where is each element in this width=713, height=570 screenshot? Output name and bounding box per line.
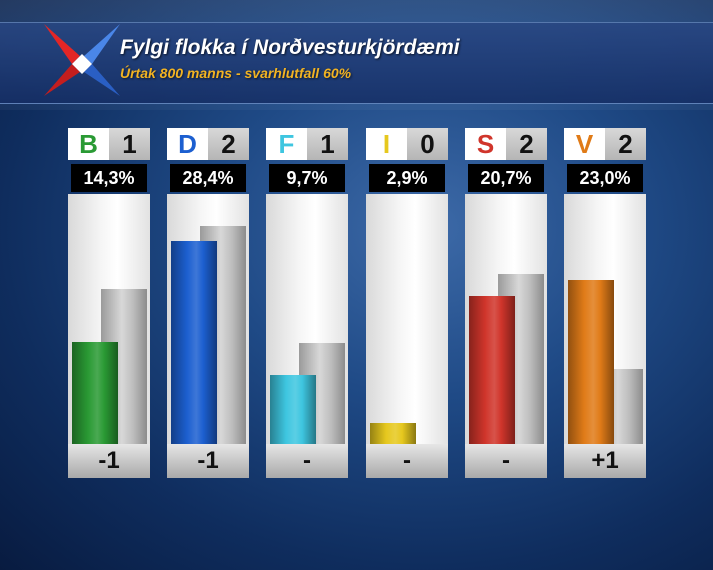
party-column-f: F 1 9,7% - (266, 128, 348, 478)
current-result-bar (270, 375, 316, 444)
party-column-i: I 0 2,9% - (366, 128, 448, 478)
seat-change-label: -1 (167, 444, 249, 478)
party-percent-label: 2,9% (369, 164, 445, 192)
seat-change-label: +1 (564, 444, 646, 478)
party-seats: 2 (605, 128, 646, 160)
party-percent-label: 9,7% (269, 164, 345, 192)
bar-panel (266, 194, 348, 444)
seat-change-label: -1 (68, 444, 150, 478)
party-seats: 1 (307, 128, 348, 160)
party-letter: V (575, 129, 594, 159)
party-letter: D (178, 129, 197, 159)
chart-subtitle: Úrtak 800 manns - svarhlutfall 60% (120, 65, 352, 81)
party-letter: F (278, 129, 295, 159)
current-result-bar (568, 280, 614, 444)
party-seats: 1 (109, 128, 150, 160)
current-result-bar (72, 342, 118, 444)
current-result-bar (370, 423, 416, 444)
party-seats: 2 (208, 128, 249, 160)
party-letter: S (476, 129, 495, 159)
party-column-b: B 1 14,3% -1 (68, 128, 150, 478)
party-seats: 0 (407, 128, 448, 160)
party-column-s: S 2 20,7% - (465, 128, 547, 478)
bar-panel (564, 194, 646, 444)
party-letter: B (79, 129, 98, 159)
chart-title: Fylgi flokka í Norðvesturkjördæmi (120, 36, 460, 59)
current-result-bar (469, 296, 515, 444)
bar-panel (465, 194, 547, 444)
seat-change-label: - (366, 444, 448, 478)
party-percent-label: 28,4% (170, 164, 246, 192)
seat-change-label: - (465, 444, 547, 478)
party-percent-label: 23,0% (567, 164, 643, 192)
logo-x-icon (44, 24, 120, 96)
party-column-d: D 2 28,4% -1 (167, 128, 249, 478)
seat-change-label: - (266, 444, 348, 478)
bar-panel (167, 194, 249, 444)
party-percent-label: 20,7% (468, 164, 544, 192)
bar-panel (68, 194, 150, 444)
title-banner (0, 22, 713, 104)
party-percent-label: 14,3% (71, 164, 147, 192)
party-seats: 2 (506, 128, 547, 160)
current-result-bar (171, 241, 217, 444)
party-column-v: V 2 23,0% +1 (564, 128, 646, 478)
party-letter: I (382, 129, 391, 159)
bar-panel (366, 194, 448, 444)
